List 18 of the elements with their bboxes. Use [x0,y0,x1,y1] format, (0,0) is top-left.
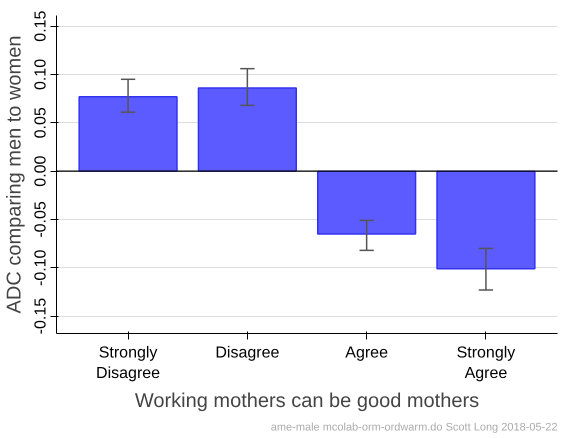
y-tick-label: 0.05 [32,107,50,138]
x-tick-label: Strongly Disagree [96,344,160,382]
x-tick-label: Strongly Agree [456,344,516,382]
y-tick-label: 0.10 [32,58,50,90]
y-tick-label: 0.00 [32,155,50,187]
text: ame-male mcolab-orm-ordwarm.do Scott Long 2018-05-22 [270,422,558,434]
y-tick-label: -0.05 [32,201,50,238]
y-tick-label: -0.10 [32,249,50,286]
bar [198,87,298,172]
x-tick-label: Disagree [215,344,280,362]
x-axis-title: Working mothers can be good mothers [134,390,480,412]
y-tick-label: -0.15 [32,298,50,334]
bar [436,170,536,270]
y-tick-label: 0.15 [32,10,50,42]
x-tick-label: Agree [345,344,388,362]
bar [78,96,178,172]
y-axis-title: ADC comparing men to women [4,36,26,314]
bar [316,170,416,235]
